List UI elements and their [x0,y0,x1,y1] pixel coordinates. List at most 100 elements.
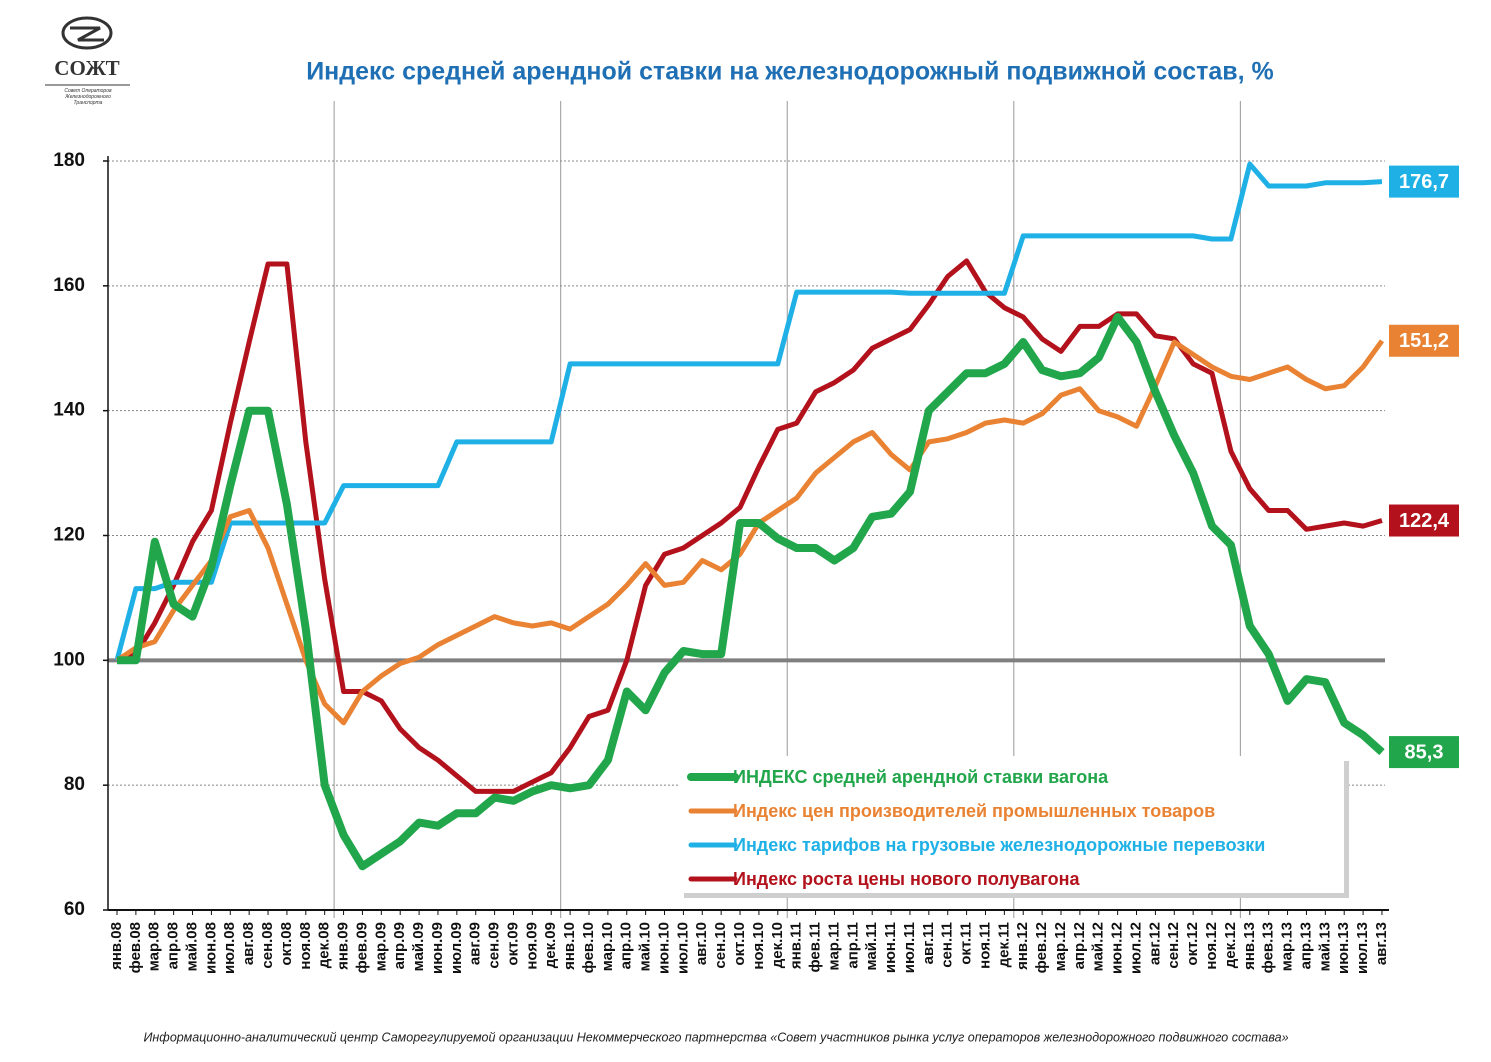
y-tick-label: 60 [64,899,85,920]
x-tick-label: дек.11 [995,922,1012,967]
x-tick-label: мар.08 [146,922,163,971]
x-tick-label: фев.11 [807,922,824,973]
x-tick-label: окт.09 [504,922,521,966]
x-tick-label: янв.13 [1241,922,1258,970]
x-tick-label: дек.09 [542,922,559,968]
x-tick-label: май.11 [863,922,880,971]
x-tick-label: авг.08 [240,922,257,965]
x-tick-label: апр.13 [1297,922,1314,969]
x-tick-label: мар.09 [372,922,389,971]
x-tick-label: июн.11 [882,922,899,973]
value-label: 176,7 [1399,171,1449,193]
x-tick-label: июн.13 [1335,922,1352,974]
x-tick-label: сен.11 [939,922,956,968]
x-tick-label: мар.13 [1279,922,1296,971]
x-tick-label: фев.10 [580,922,597,973]
x-tick-label: окт.08 [278,922,295,966]
logo-icon [61,16,113,50]
x-tick-label: авг.09 [467,922,484,965]
series-line [117,313,1385,871]
x-tick-label: ноя.12 [1203,922,1220,970]
x-tick-label: мар.11 [825,922,842,970]
x-tick-label: июн.08 [202,922,219,974]
value-label-box [1389,504,1459,537]
x-tick-label: ноя.08 [297,922,314,970]
x-tick-label: май.08 [183,922,200,971]
x-tick-label: сен.08 [259,922,276,969]
logo-subtitle: Совет Операторов Железнодорожного Трансп… [64,88,112,106]
x-tick-label: янв.10 [561,922,578,970]
value-label: 122,4 [1399,510,1450,532]
x-tick-label: апр.12 [1071,922,1088,969]
x-tick-label: окт.12 [1184,922,1201,966]
x-tick-label: июн.12 [1109,922,1126,974]
logo-icon [70,26,104,42]
y-tick-label: 80 [64,774,85,795]
y-tick-label: 120 [53,525,85,546]
x-tick-label: мар.10 [599,922,616,971]
x-tick-label: ноя.10 [750,922,767,970]
value-label-box [1389,736,1459,769]
x-tick-label: апр.11 [844,922,861,969]
x-tick-label: сен.09 [486,922,503,969]
x-tick-label: июл.13 [1354,922,1371,974]
series-line [114,161,1383,661]
chart-title: Индекс средней арендной ставки на железн… [306,58,1274,86]
footer: Информационно-аналитический центр Саморе… [143,1030,1288,1044]
x-tick-label: июл.08 [221,922,238,974]
x-tick-label: май.10 [637,922,654,971]
legend-label: Индекс роста цены нового полувагона [733,869,1080,889]
legend-label: ИНДЕКС средней арендной ставки вагона [733,767,1109,787]
x-tick-label: дек.12 [1222,922,1239,968]
legend-label: Индекс цен производителей промышленных т… [733,801,1215,821]
x-tick-label: фев.09 [353,922,370,973]
value-label-box [1389,324,1459,357]
x-tick-label: сен.10 [712,922,729,969]
x-tick-label: янв.08 [108,922,125,970]
y-tick-label: 140 [53,400,85,421]
series-line [116,258,1383,794]
x-tick-label: янв.11 [788,922,805,969]
y-tick-label: 100 [53,649,85,670]
series-line [115,339,1385,726]
x-tick-label: ноя.09 [523,922,540,970]
legend: ИНДЕКС средней арендной ставки вагона Инд… [679,756,1349,898]
x-tick-label: апр.10 [618,922,635,969]
y-tick-label: 180 [53,150,85,171]
x-tick-label: июн.10 [655,922,672,974]
x-tick-label: фев.08 [127,922,144,973]
y-tick-label: 160 [53,275,85,296]
x-tick-label: авг.10 [693,922,710,965]
x-tick-label: июл.12 [1127,922,1144,974]
x-tick-label: май.09 [410,922,427,971]
x-tick-label: ноя.11 [976,922,993,969]
x-tick-label: май.13 [1316,922,1333,971]
logo-subtitle-box: Совет Операторов Железнодорожного Трансп… [64,88,112,106]
value-label: 85,3 [1405,741,1444,763]
logo-name: СОЖТ [54,56,119,80]
x-tick-label: дек.08 [316,922,333,968]
x-tick-label: июл.11 [901,922,918,973]
x-tick-label: мар.12 [1052,922,1069,971]
x-tick-label: окт.11 [958,922,975,965]
x-tick-label: май.12 [1090,922,1107,971]
x-tick-label: дек.10 [769,922,786,968]
x-tick-label: авг.12 [1146,922,1163,965]
x-tick-label: апр.08 [165,922,182,969]
value-label: 151,2 [1399,330,1449,352]
x-tick-label: окт.10 [731,922,748,966]
x-tick-label: июл.10 [674,922,691,974]
x-tick-label: сен.12 [1165,922,1182,969]
legend-label: Индекс тарифов на грузовые железнодорожн… [733,835,1265,855]
x-tick-label: янв.12 [1014,922,1031,970]
x-tick-label: фев.13 [1260,922,1277,973]
x-tick-label: авг.13 [1373,922,1390,965]
legend-box [679,756,1344,893]
x-tick-label: апр.09 [391,922,408,969]
x-tick-label: фев.12 [1033,922,1050,973]
value-label-box [1389,165,1459,198]
logo: СОЖТ Совет Операторов Железнодорожного Т… [45,16,130,106]
x-tick-label: июн.09 [429,922,446,974]
